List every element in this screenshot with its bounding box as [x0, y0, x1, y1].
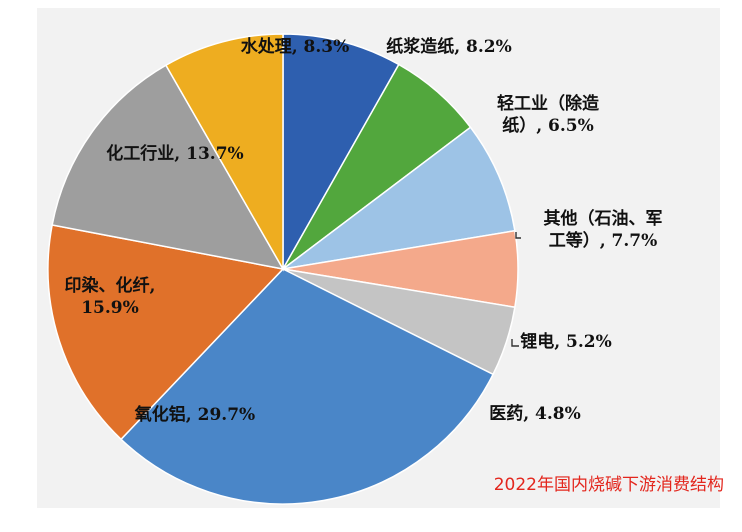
- pie-slice-1: [282, 33, 400, 272]
- slice-label-8: 化工行业, 13.7%: [106, 143, 243, 164]
- slice-label-3: 其他（石油、军工等）, 7.7%: [544, 208, 663, 251]
- slice-label-1: 纸浆造纸, 8.2%: [386, 36, 512, 57]
- pie-slice-8: [51, 64, 285, 271]
- slice-label-4: 锂电, 5.2%: [520, 331, 612, 352]
- pie-slice-6: [119, 268, 495, 505]
- chart-caption: 2022年国内烧碱下游消费结构: [493, 475, 724, 495]
- pie-slice-7: [47, 224, 285, 441]
- slice-label-9: 水处理, 8.3%: [241, 36, 350, 57]
- slice-label-2: 轻工业（除造纸）, 6.5%: [497, 93, 600, 136]
- slice-label-6: 氧化铝, 29.7%: [134, 404, 255, 425]
- pie-slice-3: [282, 126, 516, 270]
- slice-label-7: 印染、化纤, 15.9%: [65, 275, 156, 318]
- leader-line-3: [515, 232, 521, 239]
- leader-line-4: [511, 339, 519, 347]
- slice-label-5: 医药, 4.8%: [489, 403, 581, 424]
- pie-slice-9: [164, 33, 284, 272]
